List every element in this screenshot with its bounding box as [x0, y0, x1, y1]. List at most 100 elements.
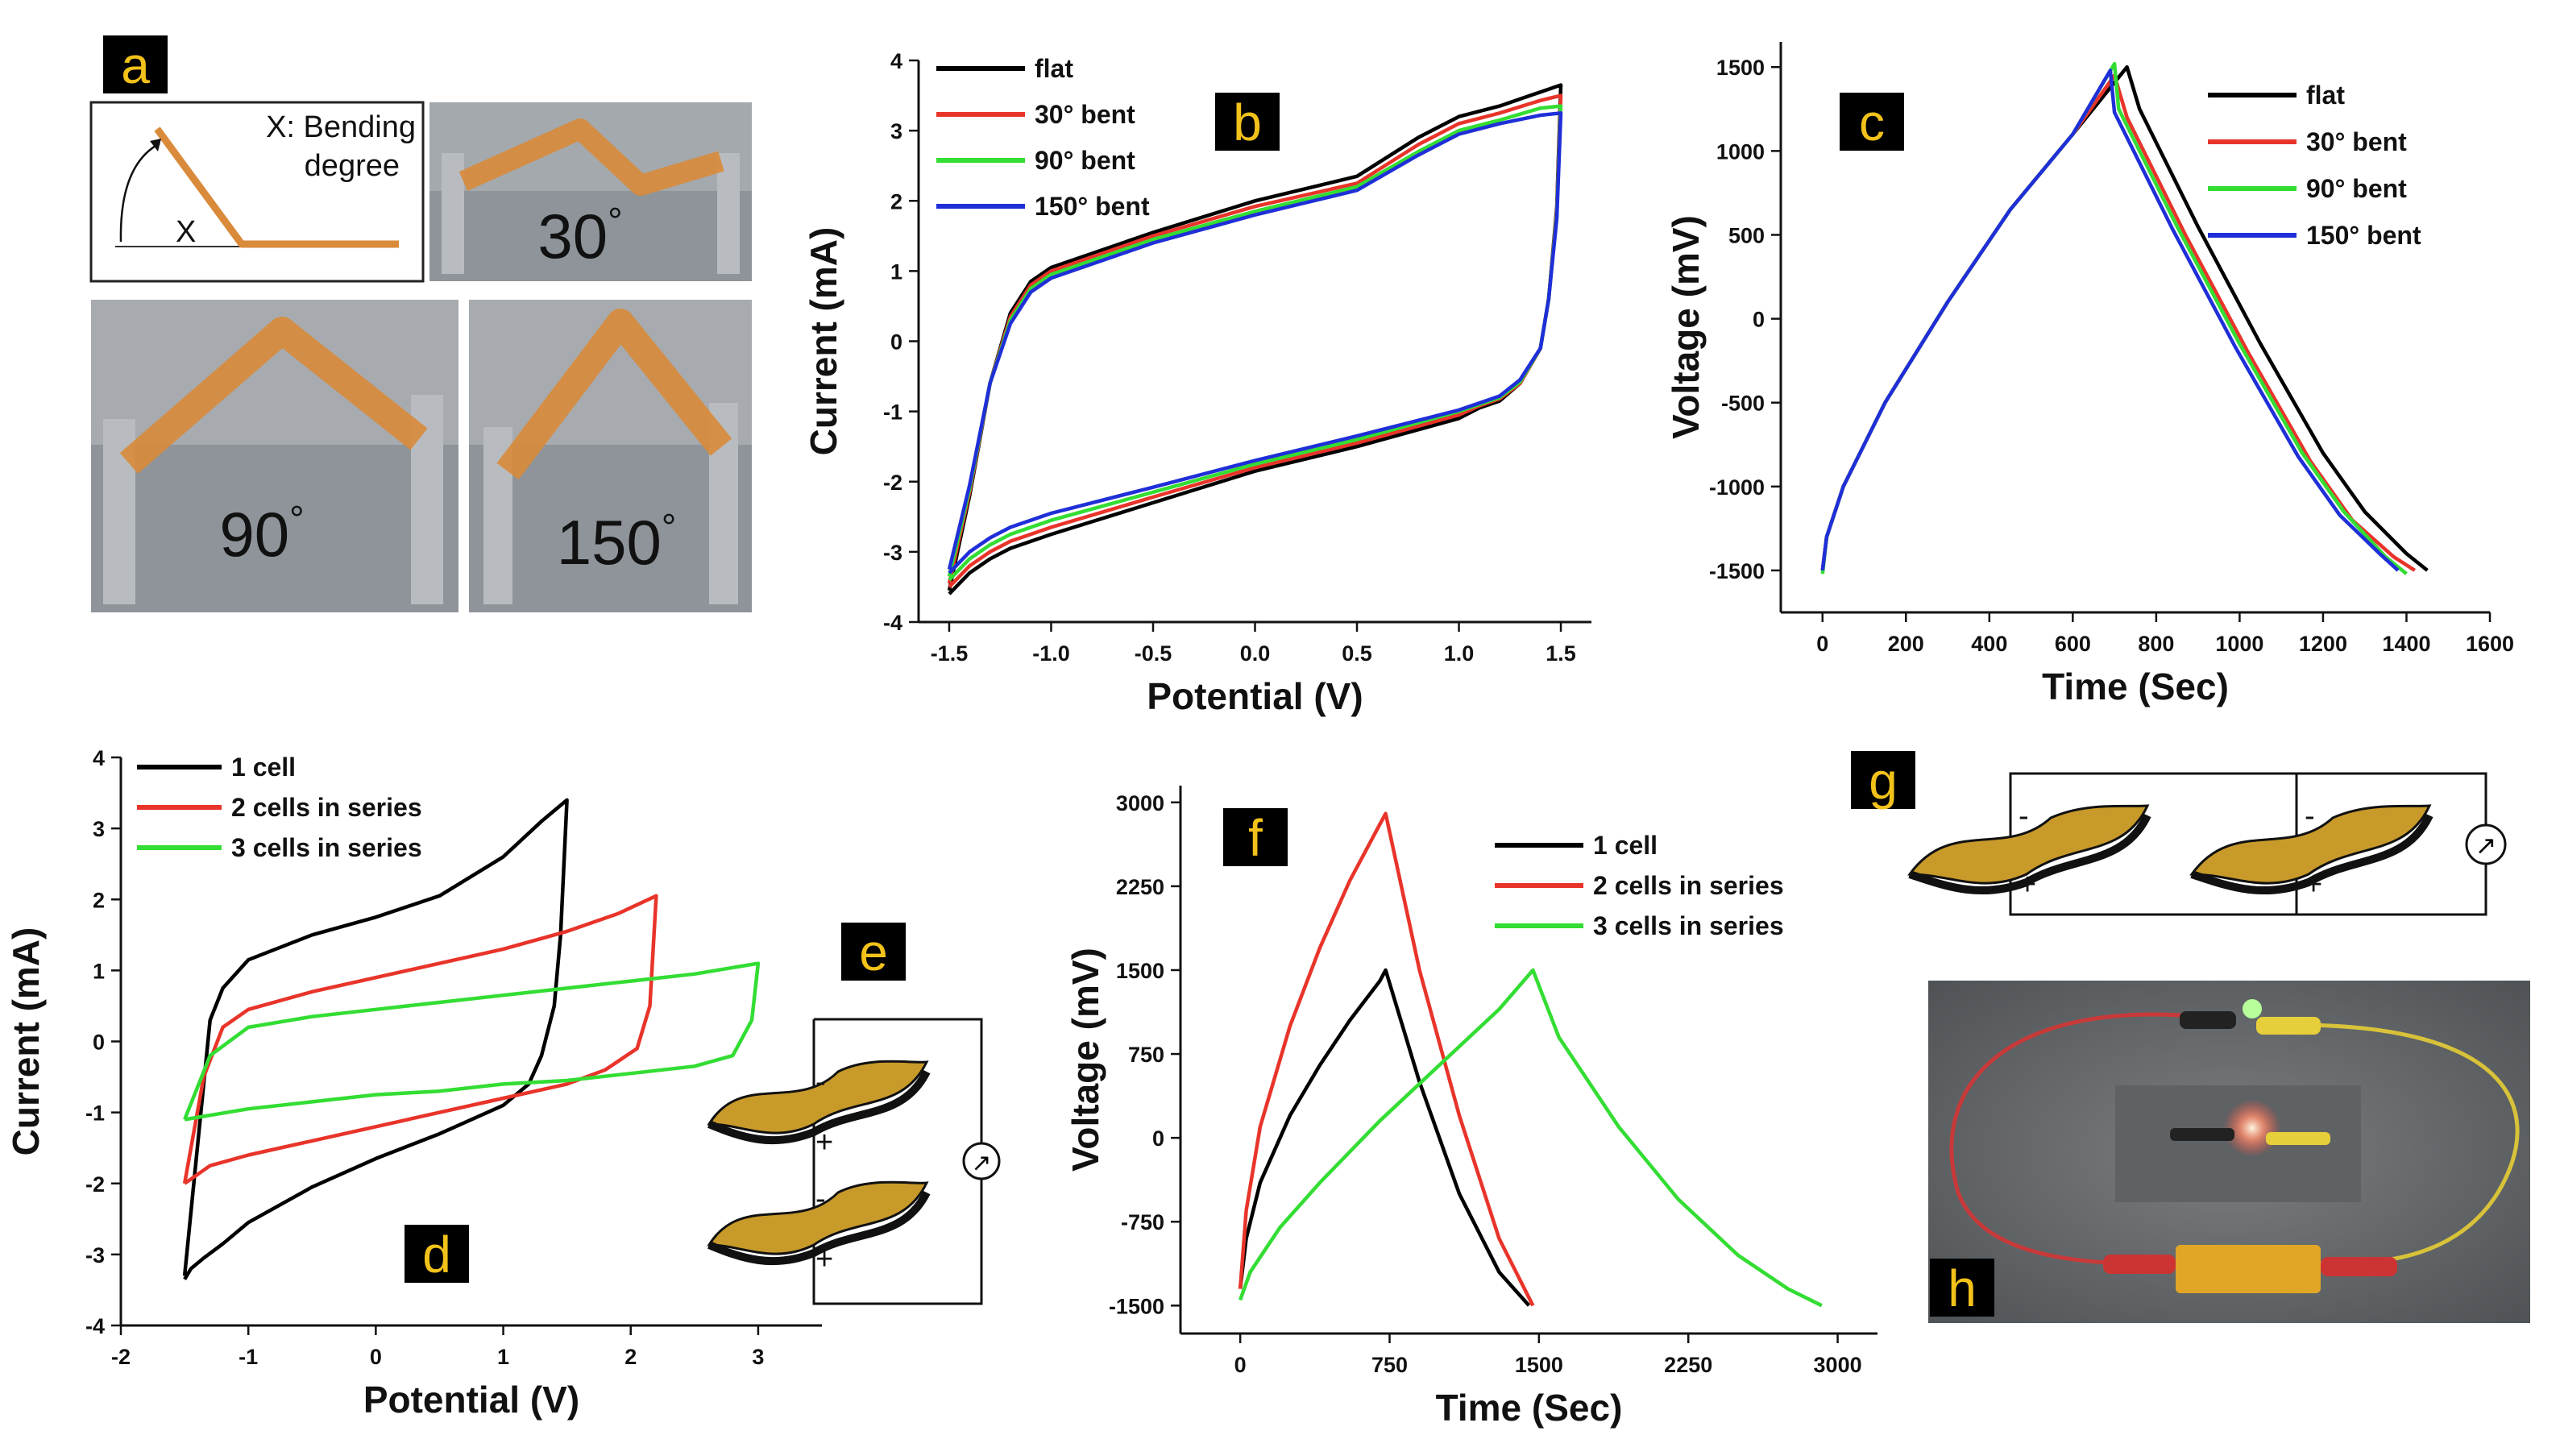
legend-label-f-1: 2 cells in series: [1593, 871, 1784, 900]
y-tick-label-c: 1000: [1716, 139, 1765, 164]
y-axis-title-d: Current (mA): [5, 927, 47, 1156]
x-tick-label-b: -1.5: [931, 641, 969, 666]
x-tick-label-f: 2250: [1664, 1353, 1712, 1377]
photo-label-90: 90°: [219, 498, 304, 570]
y-tick-label-c: 500: [1728, 223, 1765, 247]
y-tick-label-d: 2: [93, 888, 105, 912]
x-tick-label-b: 0.5: [1342, 641, 1372, 666]
terminal-plus-g1: +: [2019, 868, 2036, 902]
panel-label-b-bg: [1215, 93, 1280, 151]
series-line-f-0: [1238, 968, 1531, 1307]
supercapacitor-pack: [2176, 1245, 2321, 1293]
y-tick-label-f: 750: [1128, 1043, 1164, 1067]
x-tick-label-f: 0: [1234, 1353, 1247, 1377]
y-tick-label-d: -4: [85, 1314, 105, 1338]
y-tick-label-b: -4: [883, 611, 902, 635]
x-tick-label-b: -1.0: [1032, 641, 1070, 666]
y-tick-label-d: 1: [93, 959, 105, 983]
panel-label-c: c: [1859, 93, 1885, 151]
x-tick-label-c: 400: [1971, 632, 2007, 656]
series-line-b-3: [947, 111, 1563, 575]
y-tick-label-f: -750: [1121, 1210, 1164, 1234]
bending-degree-inset: X: Bending degree X: [89, 101, 425, 283]
y-tick-label-b: 4: [890, 49, 902, 73]
panel-label-d: d: [422, 1226, 451, 1284]
y-tick-label-b: 3: [890, 119, 902, 143]
y-tick-label-b: -2: [883, 471, 902, 495]
photo-30-degree: 30°: [429, 102, 752, 281]
y-axis-title-b: Current (mA): [803, 227, 844, 456]
photo-label-30: 30°: [537, 200, 622, 272]
chart-f: f 0 750 1500 2250 3000 -1500 -750 0 750 1500 2250 3…: [1064, 786, 1877, 1429]
meter-icon: [962, 1142, 1001, 1180]
meter-arrow-icon: ↗: [971, 1149, 991, 1177]
inset-x-symbol: X: [176, 215, 196, 249]
inset-label-line1: X: Bending: [266, 110, 416, 144]
terminal-plus-1: +: [815, 1126, 833, 1159]
bent-film-illustration: [154, 127, 399, 248]
red-wire: [1949, 1012, 2205, 1266]
panel-e-circuit: e - + - + ↗: [707, 923, 1001, 1305]
panel-g-circuit: g - + - + ↗: [1851, 751, 2507, 916]
y-tick-label-d: -3: [85, 1243, 105, 1267]
led-glow-icon: [2223, 1099, 2281, 1157]
series-line-d-2: [183, 961, 761, 1122]
panel-label-b: b: [1233, 93, 1262, 151]
chart-c: c 0 200 400 600 800 1000 1200 1400 1600 -1500 -100…: [1665, 42, 2514, 707]
series-line-b-2: [947, 104, 1563, 582]
x-tick-label-c: 1600: [2466, 632, 2514, 656]
panel-label-a: a: [121, 36, 150, 94]
x-tick-label-c: 600: [2055, 632, 2091, 656]
series-line-c-3: [1820, 68, 2400, 572]
y-tick-label-c: 1500: [1716, 56, 1765, 80]
legend-label-c-0: flat: [2306, 81, 2345, 110]
y-tick-label-d: 3: [93, 817, 105, 841]
x-tick-label-c: 1000: [2215, 632, 2263, 656]
bend-arrow-icon: [119, 142, 160, 243]
panel-label-e-bg: [841, 923, 906, 981]
series-line-f-2: [1238, 968, 1823, 1308]
meter-arrow-icon-g: ↗: [2475, 830, 2497, 861]
panel-label-h-bg: [1930, 1259, 1994, 1317]
supercapacitor-device-2: [707, 1180, 929, 1255]
panel-h-photo: h: [1928, 981, 2530, 1323]
inset-label-line2: degree: [305, 149, 400, 183]
panel-label-d-bg: [405, 1225, 469, 1283]
x-tick-label-b: 1.0: [1444, 641, 1475, 666]
panel-label-f: f: [1248, 809, 1263, 867]
chart-b: b -1.5 -1.0 -0.5 0.0 0.5 1.0 1.5 -4 -3 -2 -1 0 1 2 3 4 P…: [803, 49, 1591, 717]
y-tick-label-b: 0: [890, 330, 902, 355]
y-tick-label-f: 0: [1152, 1126, 1164, 1151]
panel-label-c-bg: [1840, 93, 1904, 151]
panel-label-f-bg: [1223, 808, 1288, 866]
x-tick-label-d: 1: [497, 1345, 509, 1369]
y-tick-label-b: -1: [883, 400, 902, 425]
panel-label-h: h: [1948, 1259, 1977, 1317]
photo-90-degree: 90°: [91, 300, 458, 612]
photo-150-degree: 150°: [469, 300, 752, 612]
y-tick-label-c: -500: [1721, 392, 1765, 416]
legend-label-f-2: 3 cells in series: [1593, 911, 1784, 940]
y-tick-label-f: 1500: [1116, 959, 1164, 983]
panel-label-a-bg: [103, 35, 168, 93]
y-tick-label-c: 0: [1753, 308, 1765, 332]
photo-label-150: 150°: [557, 506, 677, 578]
x-tick-label-d: -1: [239, 1345, 258, 1369]
terminal-minus-g1: -: [2019, 799, 2029, 833]
panel-a: a X: Bending degree X 30°: [89, 35, 752, 612]
y-tick-label-b: -3: [883, 541, 902, 565]
terminal-minus-g2: -: [2305, 799, 2315, 833]
y-tick-label-b: 2: [890, 189, 902, 214]
y-tick-label-c: -1000: [1709, 475, 1765, 500]
x-tick-label-f: 3000: [1814, 1353, 1862, 1377]
x-tick-label-b: 1.5: [1546, 641, 1576, 666]
legend-label-d-0: 1 cell: [231, 753, 296, 782]
series-line-d-1: [182, 894, 658, 1185]
y-tick-label-c: -1500: [1709, 559, 1765, 583]
black-clip: [2180, 1011, 2236, 1029]
x-tick-label-b: 0.0: [1240, 641, 1271, 666]
x-axis-title-c: Time (Sec): [2042, 666, 2229, 707]
supercapacitor-device-1: [707, 1060, 929, 1135]
y-tick-label-d: 4: [93, 746, 105, 770]
